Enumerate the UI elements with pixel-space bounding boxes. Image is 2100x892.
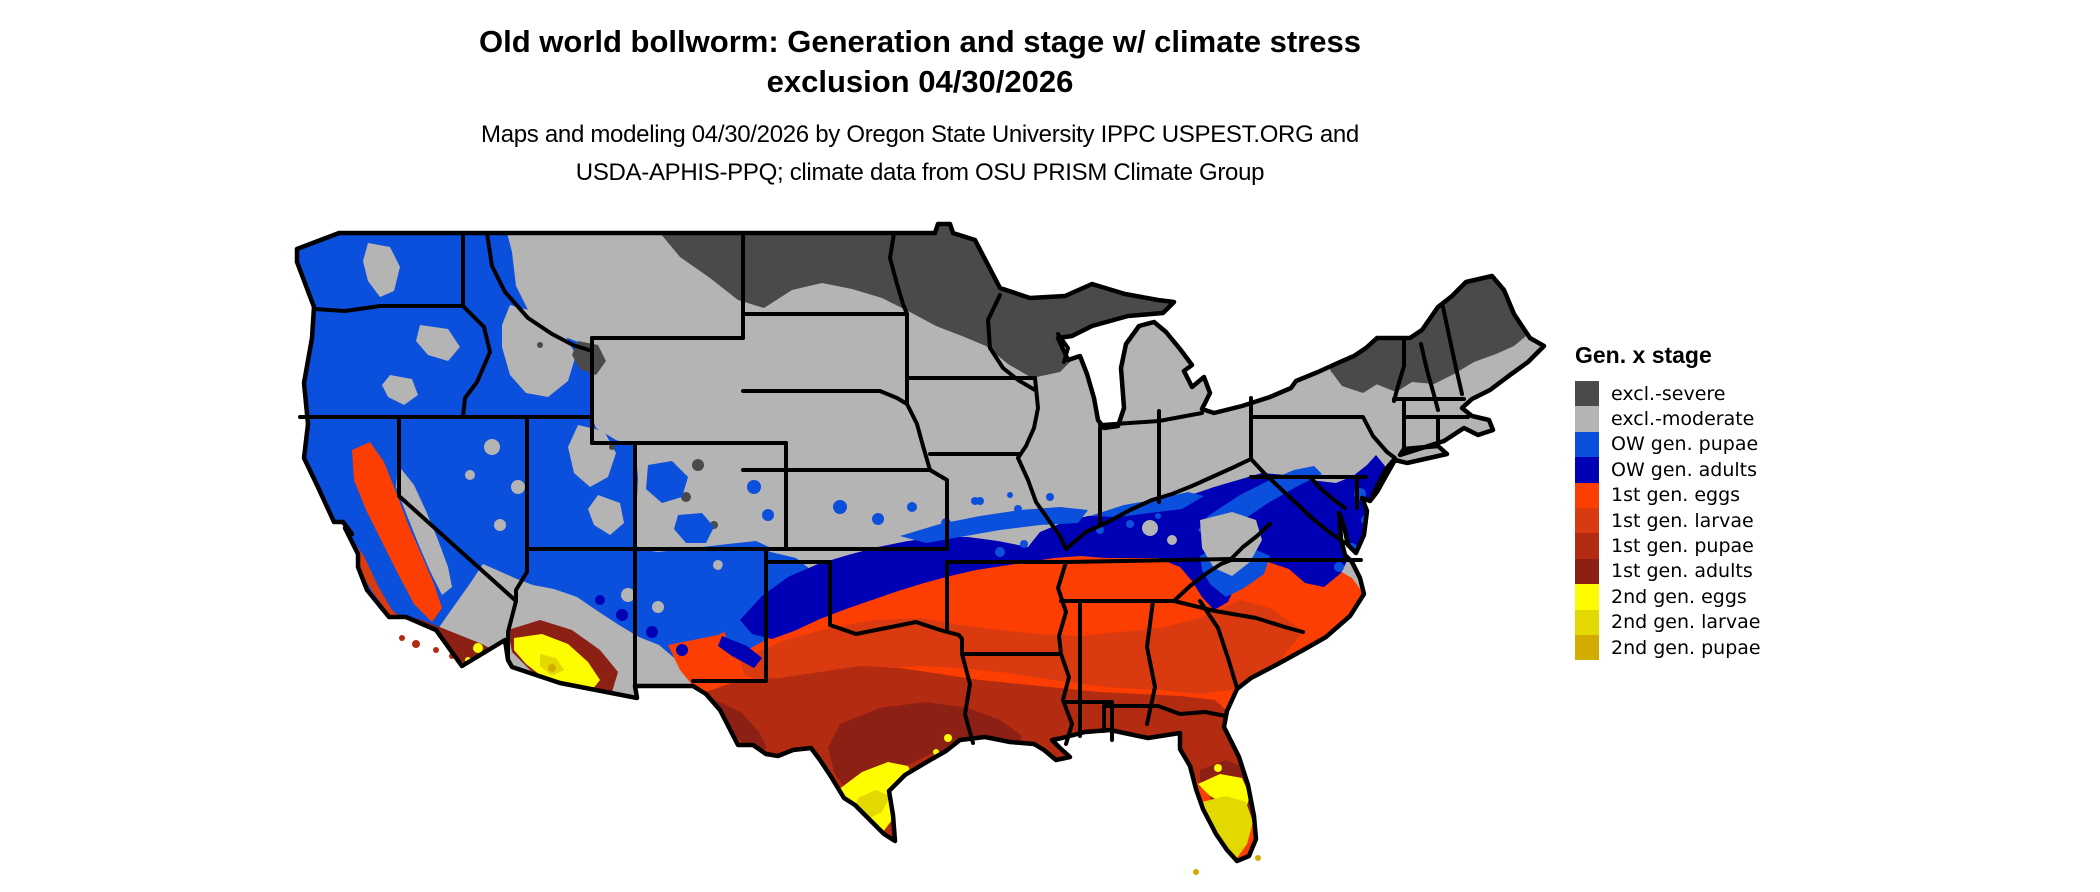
legend-item: 2nd gen. pupae (1575, 634, 1761, 661)
legend-swatch (1575, 406, 1599, 432)
legend-item: 2nd gen. larvae (1575, 609, 1761, 635)
legend-swatch (1575, 381, 1599, 407)
legend-item: 2nd gen. eggs (1575, 584, 1761, 610)
florida-keys (1193, 855, 1261, 875)
region-mountain-gray-patches (363, 243, 762, 613)
region-ow-adults-specks (595, 595, 762, 668)
legend-swatch (1575, 533, 1599, 559)
region-excl-severe-north (660, 224, 1174, 378)
map-subtitle: Maps and modeling 04/30/2026 by Oregon S… (0, 116, 1840, 192)
region-2nd-pupae-dots (548, 664, 556, 672)
subtitle-line-1: Maps and modeling 04/30/2026 by Oregon S… (481, 121, 1359, 148)
legend-swatch (1575, 609, 1599, 635)
legend-label: 2nd gen. larvae (1611, 611, 1761, 634)
title-line-2: exclusion 04/30/2026 (766, 64, 1074, 99)
legend: Gen. x stage excl.-severe excl.-moderate… (1575, 342, 1761, 661)
legend-item: 1st gen. pupae (1575, 533, 1761, 559)
region-1st-pupae-band (700, 666, 1246, 841)
map-title: Old world bollworm: Generation and stage… (0, 22, 1840, 102)
legend-label: 2nd gen. eggs (1611, 585, 1747, 608)
legend-item: excl.-severe (1575, 381, 1761, 407)
legend-item: OW gen. adults (1575, 457, 1761, 483)
legend-swatch (1575, 634, 1599, 661)
region-1st-larvae-band (740, 600, 1303, 694)
legend-label: excl.-moderate (1611, 408, 1755, 431)
legend-swatch (1575, 482, 1599, 508)
legend-rows: excl.-severe excl.-moderate OW gen. pupa… (1575, 381, 1761, 661)
legend-swatch (1575, 584, 1599, 610)
region-mountain-dark-specks (537, 341, 718, 529)
legend-label: 2nd gen. pupae (1611, 636, 1761, 659)
legend-title: Gen. x stage (1575, 342, 1712, 368)
legend-label: 1st gen. larvae (1611, 509, 1754, 532)
legend-item: 1st gen. larvae (1575, 507, 1761, 534)
legend-swatch (1575, 558, 1599, 585)
legend-item: OW gen. pupae (1575, 431, 1761, 458)
legend-swatch (1575, 431, 1599, 458)
legend-swatch (1575, 457, 1599, 483)
legend-label: 1st gen. eggs (1611, 484, 1741, 507)
state-borders (298, 231, 1470, 746)
legend-label: OW gen. pupae (1611, 433, 1759, 456)
legend-swatch (1575, 507, 1599, 534)
legend-label: 1st gen. adults (1611, 560, 1753, 583)
legend-item: excl.-moderate (1575, 406, 1761, 432)
legend-item: 1st gen. eggs (1575, 482, 1761, 508)
region-ca-valley-eggs (352, 442, 442, 622)
legend-label: 1st gen. pupae (1611, 535, 1754, 558)
legend-label: excl.-severe (1611, 382, 1726, 405)
legend-label: OW gen. adults (1611, 458, 1758, 481)
subtitle-line-2: USDA-APHIS-PPQ; climate data from OSU PR… (575, 159, 1265, 186)
legend-item: 1st gen. adults (1575, 558, 1761, 585)
title-line-1: Old world bollworm: Generation and stage… (479, 24, 1361, 59)
us-outline (294, 221, 1547, 864)
region-excl-severe-newengland (1360, 276, 1526, 392)
channel-islands (399, 635, 455, 659)
